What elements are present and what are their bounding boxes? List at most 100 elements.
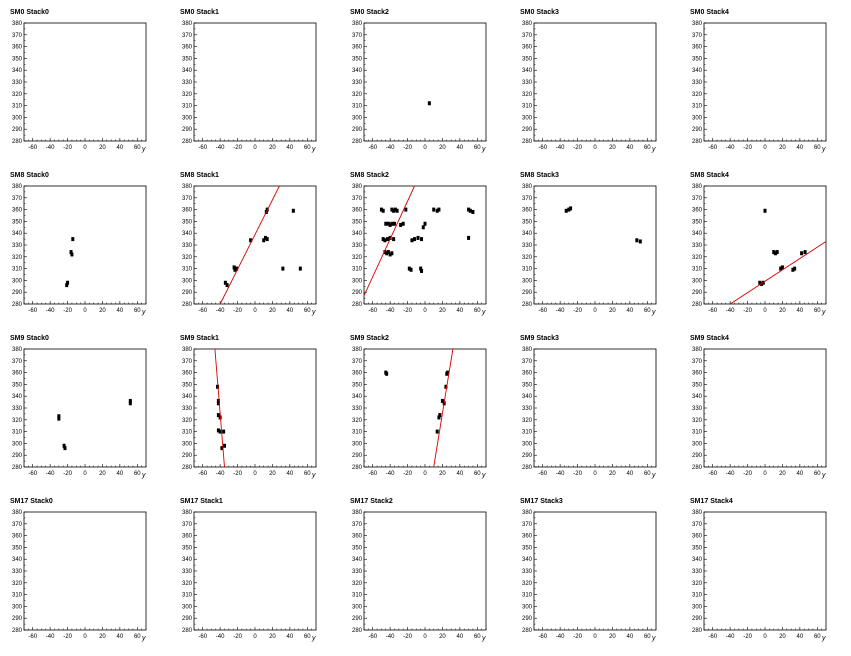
x-tick-label: 0 xyxy=(763,308,767,314)
y-tick-label: 370 xyxy=(12,33,23,39)
data-point xyxy=(128,401,132,406)
plot-frame xyxy=(533,22,657,142)
data-point xyxy=(223,443,226,448)
x-tick-label: 40 xyxy=(627,308,634,314)
data-point xyxy=(384,221,388,226)
plot-frame xyxy=(363,348,487,468)
y-tick-label: 310 xyxy=(522,104,533,110)
data-point xyxy=(216,401,220,406)
x-tick-label: 60 xyxy=(134,634,141,640)
data-point xyxy=(66,280,70,285)
x-tick-label: 0 xyxy=(593,145,597,151)
data-point xyxy=(421,225,425,230)
plot-frame xyxy=(193,22,317,142)
x-tick-label: 0 xyxy=(593,308,597,314)
chart-title: SM17 Stack3 xyxy=(520,498,563,505)
x-tick-label: -20 xyxy=(743,145,752,151)
x-tick-label: -60 xyxy=(368,471,377,477)
fit-line xyxy=(214,348,225,468)
data-point xyxy=(420,268,424,273)
y-tick-label: 350 xyxy=(182,382,193,388)
x-tick-label: -60 xyxy=(28,308,37,314)
y-tick-label: 350 xyxy=(352,219,363,225)
data-point xyxy=(235,266,239,271)
x-tick-label: -40 xyxy=(46,634,55,640)
y-tick-label: 380 xyxy=(352,347,363,353)
y-tick-label: 370 xyxy=(12,196,23,202)
x-tick-label: 40 xyxy=(287,308,294,314)
x-axis-label: y xyxy=(141,635,146,642)
y-tick-label: 380 xyxy=(12,510,23,516)
data-point xyxy=(63,446,67,451)
x-tick-label: 40 xyxy=(627,471,634,477)
x-tick-label: -20 xyxy=(573,634,582,640)
y-tick-label: 320 xyxy=(522,418,533,424)
y-tick-label: 340 xyxy=(182,231,193,237)
x-tick-label: 0 xyxy=(423,634,427,640)
x-tick-label: -40 xyxy=(46,308,55,314)
y-tick-label: 310 xyxy=(522,267,533,273)
x-tick-label: -40 xyxy=(386,308,395,314)
y-tick-label: 300 xyxy=(692,604,703,610)
y-tick-label: 290 xyxy=(182,127,193,133)
y-tick-label: 330 xyxy=(352,80,363,86)
x-tick-label: 40 xyxy=(627,634,634,640)
y-tick-label: 290 xyxy=(522,453,533,459)
chart-panel: SM9 Stack3 280 290 300 310 320 330 340 350 360 370… xyxy=(520,335,657,479)
y-tick-label: 340 xyxy=(522,394,533,400)
data-point xyxy=(57,416,61,421)
y-tick-label: 280 xyxy=(522,139,533,145)
x-tick-label: -20 xyxy=(63,308,72,314)
y-tick-label: 310 xyxy=(352,430,363,436)
x-tick-label: 60 xyxy=(304,471,311,477)
x-tick-label: -20 xyxy=(403,145,412,151)
y-tick-label: 300 xyxy=(12,115,23,121)
x-tick-label: -60 xyxy=(28,145,37,151)
y-tick-label: 320 xyxy=(352,418,363,424)
y-tick-label: 360 xyxy=(182,534,193,540)
y-tick-label: 290 xyxy=(352,453,363,459)
y-tick-label: 370 xyxy=(522,33,533,39)
y-tick-label: 340 xyxy=(352,557,363,563)
x-tick-label: 60 xyxy=(644,634,651,640)
data-point xyxy=(404,207,408,212)
x-tick-label: 40 xyxy=(287,471,294,477)
x-tick-label: -40 xyxy=(556,634,565,640)
y-tick-label: 350 xyxy=(692,382,703,388)
chart-panel: SM8 Stack3 280 290 300 310 320 330 340 350 360 370… xyxy=(520,172,657,316)
chart-title: SM0 Stack0 xyxy=(10,9,49,16)
y-tick-label: 380 xyxy=(692,510,703,516)
x-tick-label: -40 xyxy=(216,145,225,151)
data-point xyxy=(444,384,448,389)
y-tick-label: 370 xyxy=(352,359,363,365)
data-point xyxy=(401,221,405,226)
data-point xyxy=(393,207,397,212)
data-point xyxy=(298,266,302,271)
chart-title: SM17 Stack4 xyxy=(690,498,733,505)
plot-frame xyxy=(533,511,657,631)
y-tick-label: 280 xyxy=(522,628,533,634)
x-axis-label: y xyxy=(651,472,656,479)
data-point xyxy=(791,267,795,272)
x-axis-label: y xyxy=(651,309,656,316)
y-tick-label: 370 xyxy=(522,522,533,528)
data-point xyxy=(467,207,471,212)
data-point xyxy=(383,250,387,255)
x-tick-label: -40 xyxy=(386,471,395,477)
y-tick-label: 320 xyxy=(12,92,23,98)
data-point xyxy=(467,235,471,240)
x-tick-label: -60 xyxy=(538,634,547,640)
y-tick-label: 320 xyxy=(12,581,23,587)
y-tick-label: 360 xyxy=(692,371,703,377)
data-point xyxy=(775,250,779,255)
y-tick-label: 340 xyxy=(12,231,23,237)
y-tick-label: 280 xyxy=(352,139,363,145)
y-tick-label: 360 xyxy=(522,208,533,214)
x-tick-label: 60 xyxy=(134,145,141,151)
x-axis-label: y xyxy=(141,472,146,479)
x-tick-label: 60 xyxy=(304,308,311,314)
x-axis-label: y xyxy=(141,146,146,153)
x-tick-label: 60 xyxy=(134,308,141,314)
y-tick-label: 350 xyxy=(522,382,533,388)
chart-panel: SM0 Stack3 280 290 300 310 320 330 340 350 360 370… xyxy=(520,9,657,153)
